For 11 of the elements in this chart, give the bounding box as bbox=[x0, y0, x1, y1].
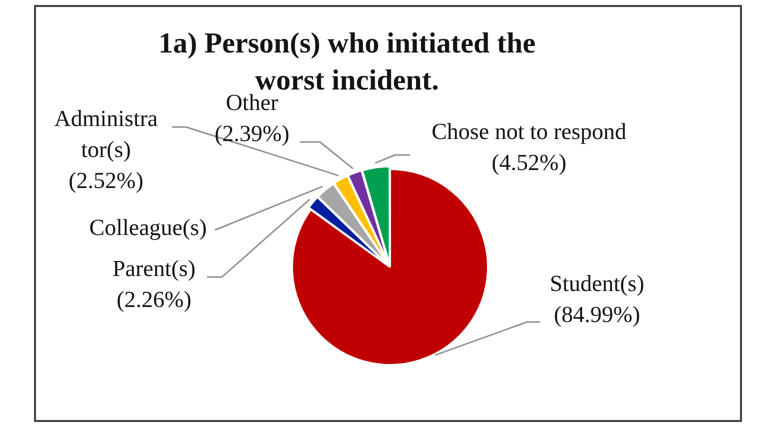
slice-label: Student(s) bbox=[550, 271, 644, 296]
data-label: (4.52%) bbox=[492, 150, 566, 176]
slice-label: Parent(s) bbox=[112, 256, 196, 282]
data-label: (2.39%) bbox=[214, 121, 290, 146]
data-label: (2.26%) bbox=[116, 287, 192, 312]
data-label: (84.99%) bbox=[554, 302, 640, 328]
slice-label: Other bbox=[226, 90, 279, 116]
slice-label: Administrator(s) bbox=[54, 106, 158, 162]
slice-label: Colleague(s) bbox=[89, 215, 207, 240]
slice-label: Chose not to respond bbox=[432, 119, 627, 144]
data-label: (2.52%) bbox=[68, 168, 144, 194]
